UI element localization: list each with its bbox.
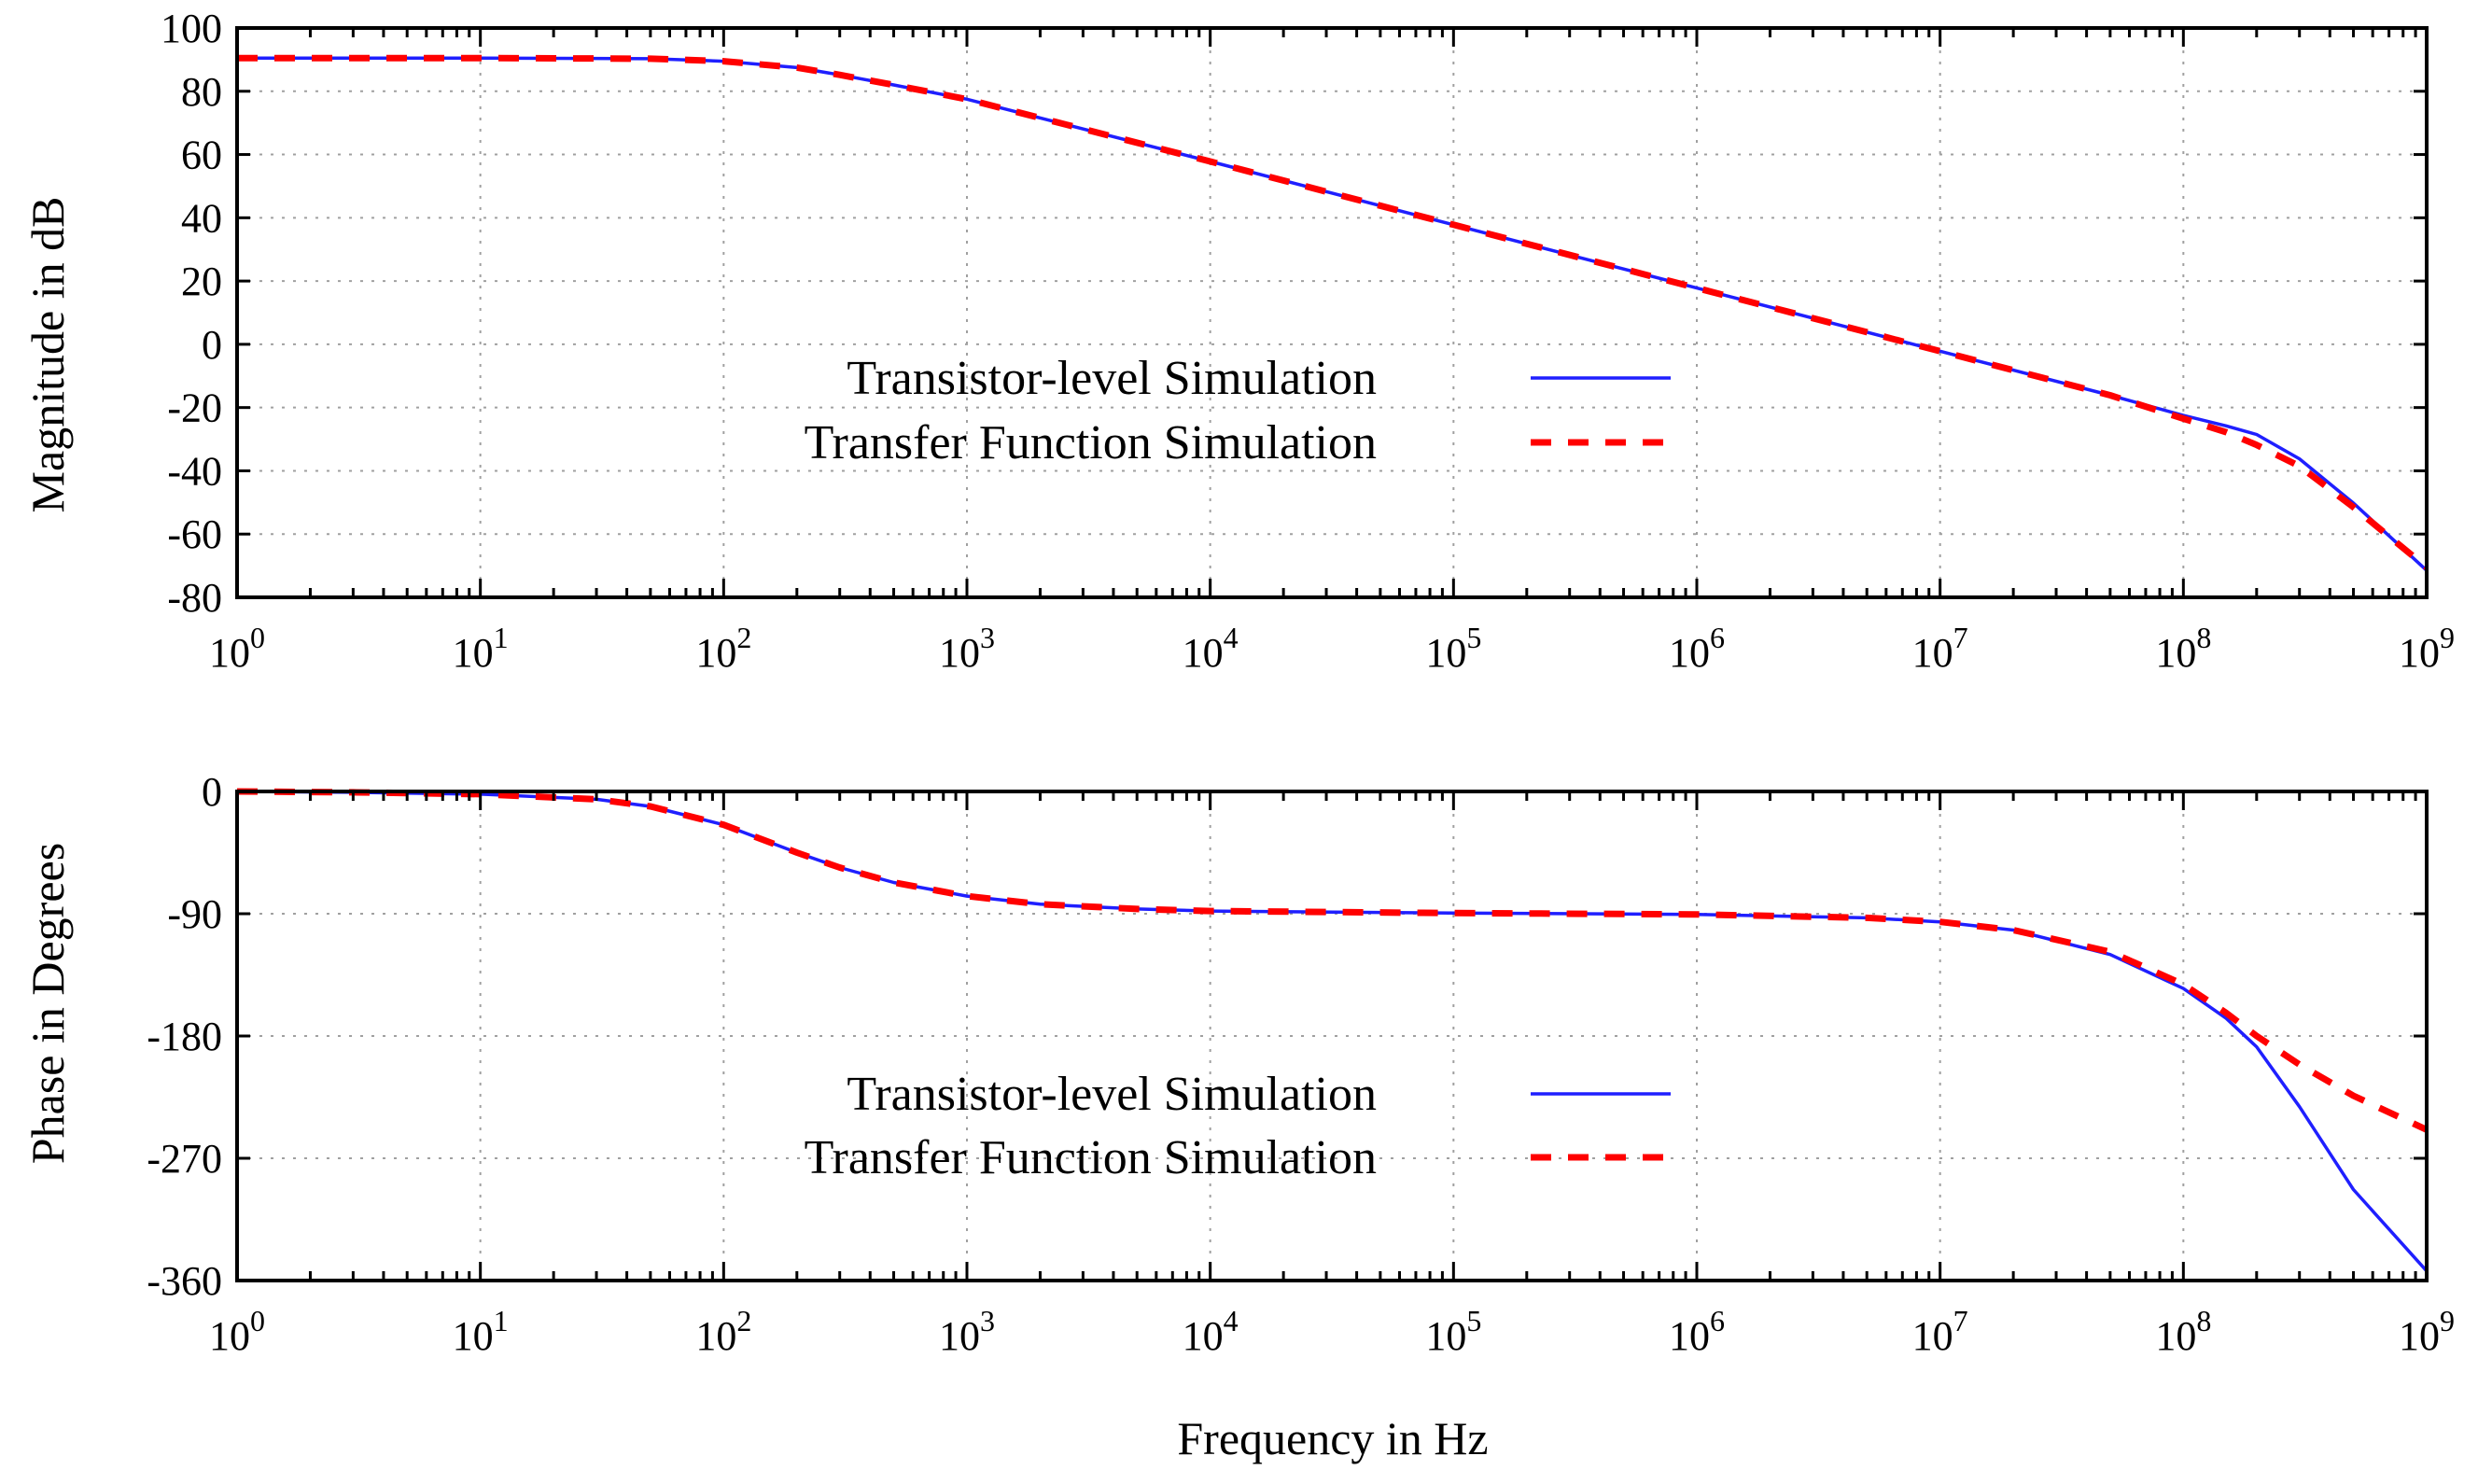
phase-legend: Transistor-level Simulation Transfer Func… [805, 1068, 1671, 1184]
x-tick-label: 104 [1183, 621, 1239, 676]
y-tick-label: 100 [161, 6, 222, 51]
x-tick-label: 104 [1183, 1304, 1239, 1359]
phase-grid [237, 791, 2427, 1281]
legend-label: Transistor-level Simulation [847, 352, 1377, 405]
x-tick-label: 103 [939, 1304, 995, 1359]
y-tick-label: -360 [147, 1258, 222, 1304]
x-tick-label: 105 [1425, 1304, 1481, 1359]
magnitude-series [237, 54, 2429, 572]
x-tick-label: 106 [1669, 621, 1725, 676]
x-tick-label: 109 [2399, 1304, 2455, 1359]
y-tick-label: -20 [167, 385, 222, 431]
phase-ylabel: Phase in Degrees [21, 843, 74, 1164]
x-tick-label: 109 [2399, 621, 2455, 676]
y-tick-label: 80 [181, 69, 222, 115]
transistor-level-series-line [237, 56, 2429, 572]
transistor-level-series-line [236, 790, 2429, 1272]
x-tick-label: 101 [453, 621, 509, 676]
x-tick-label: 101 [453, 1304, 509, 1359]
legend-label: Transistor-level Simulation [847, 1068, 1377, 1121]
y-tick-label: 40 [181, 195, 222, 241]
y-tick-label: -180 [147, 1014, 222, 1059]
magnitude-grid [237, 28, 2427, 597]
y-tick-label: 20 [181, 259, 222, 304]
plot-frame [235, 790, 2429, 1282]
y-tick-label: -270 [147, 1136, 222, 1182]
legend-label: Transfer Function Simulation [805, 416, 1377, 469]
transfer-function-series-line [236, 788, 2429, 1133]
magnitude-legend: Transistor-level Simulation Transfer Func… [805, 352, 1671, 469]
x-tick-label: 105 [1425, 621, 1481, 676]
y-tick-label: 60 [181, 133, 222, 178]
magnitude-ylabel: Magnitude in dB [21, 197, 74, 513]
y-tick-label: -40 [167, 448, 222, 494]
x-tick-label: 108 [2155, 621, 2211, 676]
y-tick-label: 0 [202, 322, 222, 368]
frequency-xlabel: Frequency in Hz [1177, 1412, 1488, 1464]
y-tick-label: -90 [167, 891, 222, 937]
x-tick-label: 102 [695, 1304, 751, 1359]
x-tick-label: 100 [209, 1304, 265, 1359]
x-tick-label: 100 [209, 621, 265, 676]
phase-series [236, 788, 2429, 1272]
transfer-function-series-line [237, 54, 2429, 570]
y-tick-label: -60 [167, 511, 222, 557]
y-tick-label: 0 [202, 769, 222, 815]
legend-label: Transfer Function Simulation [805, 1131, 1377, 1184]
x-tick-label: 103 [939, 621, 995, 676]
x-tick-label: 106 [1669, 1304, 1725, 1359]
plot-frame [235, 26, 2429, 599]
y-tick-label: -80 [167, 575, 222, 621]
x-tick-label: 108 [2155, 1304, 2211, 1359]
x-tick-label: 107 [1912, 1304, 1968, 1359]
x-tick-label: 107 [1912, 621, 1968, 676]
x-tick-label: 102 [695, 621, 751, 676]
